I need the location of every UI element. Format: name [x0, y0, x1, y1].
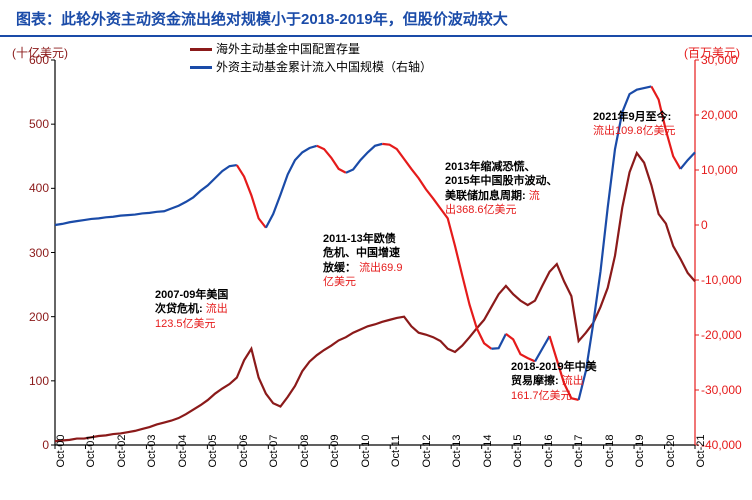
x-tick: Oct-06 [238, 434, 250, 467]
x-tick: Oct-08 [299, 434, 311, 467]
series-flow-segment [535, 336, 550, 361]
series-flow-segment [266, 146, 317, 228]
x-tick: Oct-20 [665, 434, 677, 467]
annotation: 2007-09年美国 次贷危机: 流出 123.5亿美元 [155, 288, 228, 331]
x-tick: Oct-21 [695, 434, 707, 467]
series-flow-segment [55, 165, 237, 225]
x-tick: Oct-15 [512, 434, 524, 467]
series-flow-segment [491, 334, 506, 349]
y-tick-right: 20,000 [701, 108, 738, 122]
y-tick-left: 100 [29, 374, 49, 388]
series-flow-segment [680, 152, 695, 169]
y-tick-right: -30,000 [701, 383, 742, 397]
x-tick: Oct-11 [390, 435, 402, 467]
x-tick: Oct-09 [329, 434, 341, 467]
annotation: 2011-13年欧债 危机、中国增速 放缓： 流出69.9 亿美元 [323, 232, 402, 289]
y-tick-left: 400 [29, 181, 49, 195]
y-tick-left: 500 [29, 117, 49, 131]
x-tick: Oct-00 [55, 434, 67, 467]
x-tick: Oct-19 [634, 434, 646, 467]
annotation: 2021年9月至今: 流出109.8亿美元 [593, 110, 676, 139]
y-tick-right: -10,000 [701, 273, 742, 287]
y-tick-left: 300 [29, 246, 49, 260]
series-flow-segment [237, 165, 266, 228]
series-flow-segment [506, 334, 535, 362]
title-bar: 图表：此轮外资主动资金流出绝对规模小于2018-2019年，但股价波动较大 [0, 0, 752, 37]
legend-swatch-stock [190, 48, 212, 51]
y-tick-left: 0 [42, 438, 49, 452]
series-flow-segment [346, 144, 382, 173]
y-tick-left: 200 [29, 310, 49, 324]
x-tick: Oct-05 [207, 434, 219, 467]
series-flow-segment [317, 146, 346, 173]
x-tick: Oct-04 [177, 434, 189, 467]
x-tick: Oct-12 [421, 434, 433, 467]
y-tick-right: 30,000 [701, 53, 738, 67]
x-tick: Oct-13 [451, 434, 463, 467]
annotation: 2018-2019年中美 贸易摩擦: 流出 161.7亿美元 [511, 360, 597, 403]
y-tick-right: 0 [701, 218, 708, 232]
annotation: 2013年缩减恐慌、 2015年中国股市波动、 美联储加息周期: 流 出368.… [445, 160, 557, 217]
chart-title: 图表：此轮外资主动资金流出绝对规模小于2018-2019年，但股价波动较大 [16, 8, 736, 29]
x-tick: Oct-10 [360, 434, 372, 467]
legend-label-stock: 海外主动基金中国配置存量 [216, 40, 360, 58]
chart-container: 图表：此轮外资主动资金流出绝对规模小于2018-2019年，但股价波动较大 (十… [0, 0, 752, 500]
x-tick: Oct-14 [482, 434, 494, 467]
y-tick-right: -40,000 [701, 438, 742, 452]
x-tick: Oct-02 [116, 434, 128, 467]
legend-item-stock: 海外主动基金中国配置存量 [190, 40, 432, 58]
series-stock-line [55, 153, 695, 441]
x-tick: Oct-03 [146, 434, 158, 467]
y-tick-right: -20,000 [701, 328, 742, 342]
plot-area: 0100200300400500600-40,000-30,000-20,000… [55, 60, 695, 445]
x-tick: Oct-01 [85, 434, 97, 467]
x-tick: Oct-18 [604, 434, 616, 467]
x-tick: Oct-16 [543, 434, 555, 467]
y-tick-left: 600 [29, 53, 49, 67]
x-tick: Oct-17 [573, 434, 585, 467]
x-tick: Oct-07 [268, 434, 280, 467]
y-tick-right: 10,000 [701, 163, 738, 177]
